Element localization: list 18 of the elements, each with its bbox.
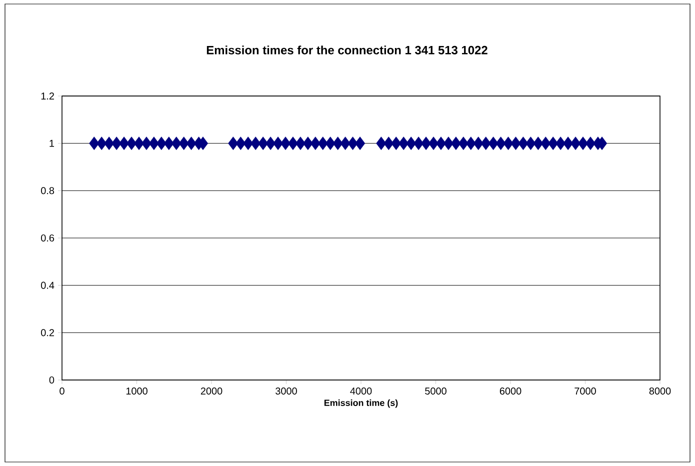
x-tick-label: 4000 — [350, 388, 372, 395]
chart-title: Emission times for the connection 1 341 513 1022 — [206, 46, 488, 54]
x-tick-label: 1000 — [126, 388, 148, 395]
y-tick-label: 0.4 — [41, 282, 54, 289]
y-tick-label: 1 — [50, 140, 54, 147]
x-tick-label: 5000 — [425, 388, 446, 395]
x-tick-label: 8000 — [649, 388, 671, 395]
x-tick-label: 7000 — [574, 388, 596, 395]
y-tick-label: 0.2 — [41, 329, 54, 336]
x-tick-label: 6000 — [500, 388, 522, 395]
x-tick-label: 2000 — [200, 388, 222, 395]
y-tick-label: 0 — [49, 376, 54, 384]
x-tick-label: 0 — [60, 388, 64, 395]
y-tick-label: 1.2 — [41, 92, 54, 100]
x-axis-title: Emission time (s) — [324, 399, 398, 408]
y-tick-label: 0.8 — [41, 187, 54, 194]
y-tick-label: 0.6 — [41, 234, 54, 242]
x-tick-label: 3000 — [276, 388, 297, 395]
